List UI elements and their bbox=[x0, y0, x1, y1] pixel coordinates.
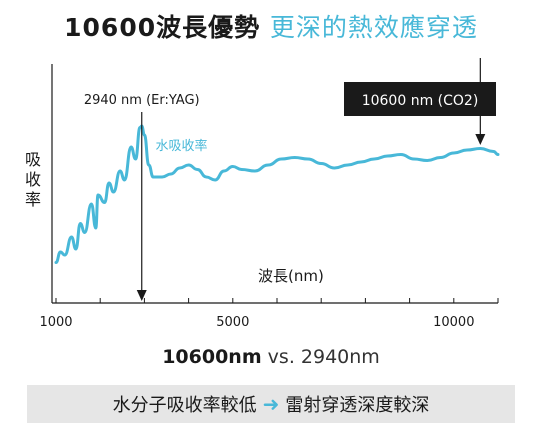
co2-callout-label: 10600 nm (CO2) bbox=[362, 93, 479, 109]
co2-callout-box bbox=[344, 82, 496, 116]
co2-marker-arrowhead bbox=[475, 134, 486, 145]
x-tick-label: 10000 bbox=[433, 315, 474, 330]
vs-separator: vs. bbox=[267, 346, 295, 368]
eryag-marker-arrowhead bbox=[136, 290, 147, 301]
conclusion-right: 雷射穿透深度較深 bbox=[285, 395, 430, 416]
x-minor-ticks bbox=[55, 298, 499, 303]
conclusion-bar: 水分子吸收率較低 ➜ 雷射穿透深度較深 bbox=[27, 385, 515, 423]
x-tick-labels: 1000 5000 10000 bbox=[39, 315, 474, 330]
eryag-marker-label: 2940 nm (Er:YAG) bbox=[84, 93, 200, 108]
x-axis-label: 波長(nm) bbox=[258, 267, 324, 285]
title-highlight: 更深的熱效應穿透 bbox=[269, 13, 478, 42]
title-main: 10600波長優勢 bbox=[64, 13, 261, 42]
page-title: 10600波長優勢 更深的熱效應穿透 bbox=[0, 8, 542, 44]
x-tick-label: 5000 bbox=[216, 315, 249, 330]
series-label: 水吸收率 bbox=[155, 138, 207, 154]
wavelength-comparison: 10600nm vs. 2940nm bbox=[0, 346, 542, 368]
y-axis-label: 吸收率 bbox=[24, 150, 41, 209]
water-absorption-curve bbox=[54, 124, 500, 264]
right-arrow-icon: ➜ bbox=[262, 392, 280, 416]
secondary-wavelength: 2940nm bbox=[300, 346, 380, 368]
x-tick-label: 1000 bbox=[39, 315, 72, 330]
primary-wavelength: 10600nm bbox=[162, 346, 262, 368]
conclusion-left: 水分子吸收率較低 bbox=[112, 395, 257, 416]
